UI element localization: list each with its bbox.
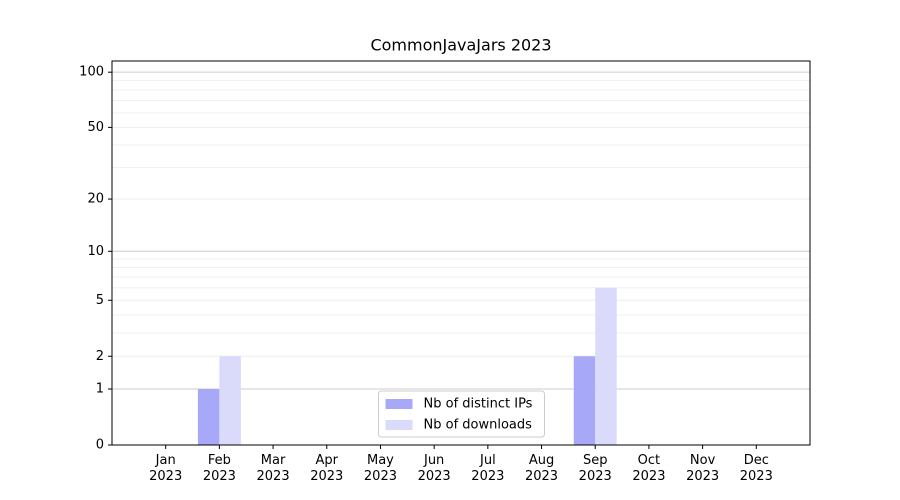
x-tick-label: Dec 2023 <box>739 453 773 484</box>
legend-swatch <box>385 420 413 430</box>
x-tick-label: Jul 2023 <box>471 453 505 484</box>
legend-label: Nb of downloads <box>424 418 533 433</box>
y-tick-label: 20 <box>87 192 104 207</box>
y-tick-label: 0 <box>96 438 104 453</box>
legend-swatch <box>385 399 413 409</box>
y-tick-label: 50 <box>87 120 104 135</box>
bar <box>573 356 596 445</box>
plot-frame <box>111 60 811 446</box>
x-tick-label: Oct 2023 <box>632 453 666 484</box>
y-tick-label: 1 <box>96 382 104 397</box>
bar <box>595 287 617 445</box>
x-tick-label: Sep 2023 <box>578 453 612 484</box>
y-tick-label: 100 <box>79 65 104 80</box>
bar <box>197 389 220 445</box>
y-tick-label: 10 <box>87 244 104 259</box>
x-tick-label: Feb 2023 <box>202 453 236 484</box>
x-tick-label: Apr 2023 <box>310 453 344 484</box>
y-tick-label: 2 <box>96 349 104 364</box>
x-tick-label: Jan 2023 <box>149 453 183 484</box>
chart-title: CommonJavaJars 2023 <box>370 36 551 55</box>
y-tick-label: 5 <box>96 293 104 308</box>
legend-label: Nb of distinct IPs <box>424 397 533 412</box>
legend: Nb of distinct IPs Nb of downloads <box>378 390 545 438</box>
x-tick-label: May 2023 <box>363 453 397 484</box>
legend-box <box>378 390 545 438</box>
x-tick-label: Aug 2023 <box>524 453 559 484</box>
x-tick-label: Nov 2023 <box>686 453 720 484</box>
bar <box>219 356 241 445</box>
x-tick-label: Jun 2023 <box>417 453 451 484</box>
x-tick-label: Mar 2023 <box>256 453 290 484</box>
